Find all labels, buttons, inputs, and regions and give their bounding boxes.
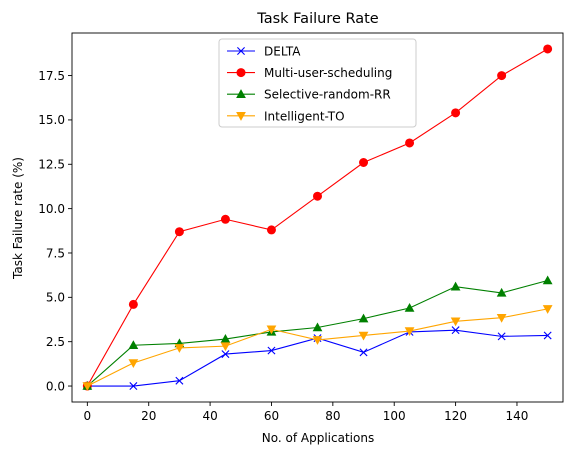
data-point [128, 359, 139, 368]
data-point [497, 71, 507, 81]
y-tick-label: 15.0 [38, 113, 65, 127]
y-tick-label: 2.5 [46, 335, 65, 349]
legend-marker [236, 89, 246, 98]
x-tick-label: 60 [264, 409, 279, 423]
y-tick-label: 5.0 [46, 291, 65, 305]
data-point [404, 302, 415, 312]
data-point [129, 382, 138, 391]
data-point [542, 305, 553, 314]
legend-marker [236, 68, 246, 78]
data-point [128, 299, 138, 309]
data-point [267, 346, 276, 355]
x-tick-label: 100 [383, 409, 406, 423]
data-point [221, 350, 230, 359]
x-tick-label: 0 [84, 409, 92, 423]
data-point [312, 336, 323, 345]
legend-item-delta: DELTA [227, 45, 301, 59]
plot-area [82, 44, 553, 392]
data-point [220, 342, 231, 352]
legend-item-selective-random-rr: Selective-random-RR [227, 88, 391, 102]
legend-label: DELTA [264, 45, 301, 59]
data-point [174, 344, 185, 353]
legend-label: Intelligent-TO [264, 109, 345, 123]
data-point [266, 325, 277, 335]
data-point [496, 287, 507, 297]
x-tick-label: 40 [202, 409, 217, 423]
y-tick-label: 12.5 [38, 158, 65, 172]
data-point [451, 108, 461, 118]
legend-marker [237, 47, 245, 55]
data-point [405, 138, 415, 148]
data-point [450, 281, 461, 291]
data-point [313, 191, 322, 201]
data-point [82, 382, 93, 392]
legend-item-multi-user-scheduling: Multi-user-scheduling [227, 66, 392, 80]
data-point [543, 44, 553, 54]
data-point [359, 348, 368, 357]
data-point [451, 326, 460, 335]
x-tick-label: 120 [444, 409, 467, 423]
data-point [543, 331, 552, 340]
legend-item-intelligent-to: Intelligent-TO [227, 109, 345, 123]
legend: DELTA Multi-user-scheduling Selective-rand… [218, 38, 417, 128]
data-point [359, 158, 369, 168]
y-tick-label: 17.5 [38, 69, 65, 83]
x-tick-label: 80 [325, 409, 340, 423]
data-point [496, 313, 507, 323]
legend-label: Multi-user-scheduling [264, 66, 392, 80]
data-point [404, 327, 415, 337]
data-point [358, 313, 369, 323]
y-axis-title: Task Failure rate (%) [11, 157, 25, 280]
data-point [128, 340, 139, 349]
x-axis-title: No. of Applications [262, 431, 374, 445]
series-intelligent-to [82, 305, 553, 392]
legend-label: Selective-random-RR [264, 88, 391, 102]
axes-frame [71, 32, 564, 403]
y-tick-label: 7.5 [46, 246, 65, 260]
data-point [542, 275, 553, 285]
data-point [450, 317, 461, 327]
series-selective-random-rr [82, 275, 553, 390]
data-point [312, 322, 323, 332]
legend-marker [236, 112, 246, 121]
data-point [497, 332, 506, 341]
series-delta [83, 326, 552, 391]
y-tick-label: 10.0 [38, 202, 65, 216]
data-point [220, 214, 230, 224]
data-point [358, 331, 369, 341]
x-tick-label: 140 [506, 409, 529, 423]
chart-title: Task Failure Rate [256, 11, 379, 27]
series-line [87, 308, 548, 387]
axes: 0 20 40 60 80 100 120 140 0.0 2.5 5.0 7.5 10.0 12.5 15… [38, 32, 564, 423]
data-point [175, 376, 184, 385]
legend-box [218, 38, 417, 128]
data-point [174, 227, 184, 237]
x-tick-label: 20 [141, 409, 156, 423]
data-point [266, 225, 276, 235]
y-tick-label: 0.0 [46, 379, 65, 393]
